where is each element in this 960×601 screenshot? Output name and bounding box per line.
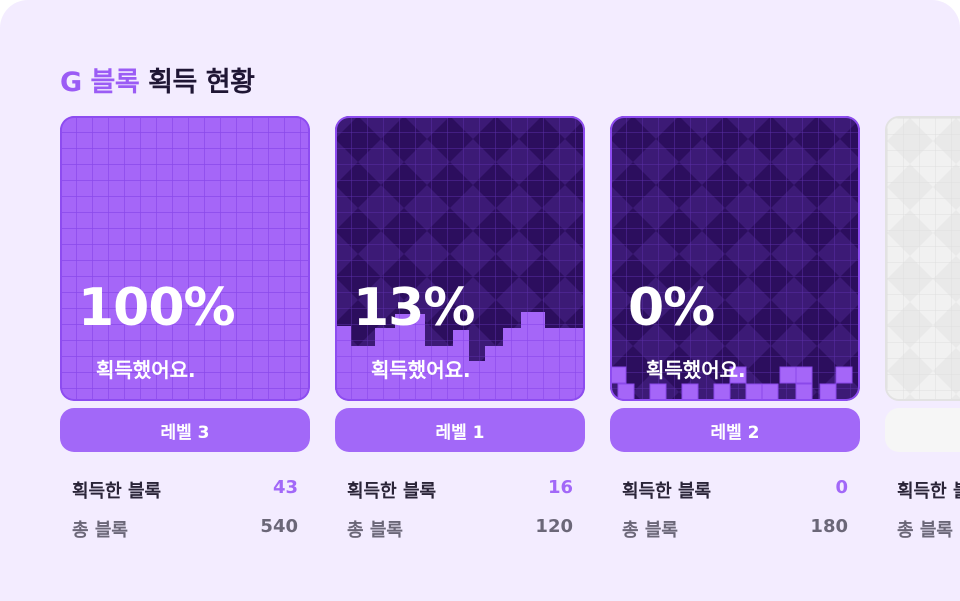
acquired-value: 43: [272, 477, 298, 498]
block-grid: [60, 116, 310, 401]
progress-percent: 100%: [78, 278, 236, 338]
status-text: 획득했어요.: [371, 358, 471, 382]
total-value: 180: [810, 516, 848, 537]
acquired-row: 획득한 블록 16: [347, 477, 573, 502]
progress-percent: 0%: [628, 278, 715, 338]
acquired-label: 획득한 블록: [72, 481, 162, 502]
status-text: 획득했어요.: [646, 358, 746, 382]
level-button[interactable]: 레벨 2: [610, 408, 860, 452]
progress-percent: 13%: [353, 278, 475, 338]
acquired-label: 획득한 블록: [347, 481, 437, 502]
block-tile: 0% 획득했어요.: [610, 116, 860, 401]
page-title: G 블록 획득 현황: [60, 60, 255, 99]
total-row: 총 블록 180: [622, 516, 848, 541]
title-rest: 획득 현황: [148, 67, 255, 98]
block-grid: [610, 116, 860, 401]
title-accent: G 블록: [60, 67, 140, 98]
block-tile: 100% 획득했어요.: [60, 116, 310, 401]
level-button[interactable]: [885, 408, 960, 452]
block-grid: [887, 118, 960, 399]
acquired-value: 16: [547, 477, 573, 498]
total-label: 총 블록: [72, 520, 128, 541]
acquired-row: 획득한 블록 0: [622, 477, 848, 502]
status-text: 획득했어요.: [96, 358, 196, 382]
level-button[interactable]: 레벨 3: [60, 408, 310, 452]
total-row: 총 블록 120: [347, 516, 573, 541]
total-label: 총 블록: [622, 520, 678, 541]
total-label: 총 블록: [897, 520, 953, 541]
acquired-row: 획득한 블록: [897, 477, 960, 502]
level-button[interactable]: 레벨 1: [335, 408, 585, 452]
block-card-locked: 획득한 블록 총 블록: [885, 116, 960, 541]
block-tile: 13% 획득했어요.: [335, 116, 585, 401]
block-card-level-3: 100% 획득했어요. 레벨 3 획득한 블록 43 총 블록 540: [60, 116, 310, 541]
total-label: 총 블록: [347, 520, 403, 541]
block-grid: [335, 116, 585, 401]
total-value: 120: [535, 516, 573, 537]
total-value: 540: [260, 516, 298, 537]
block-tile: [885, 116, 960, 401]
acquired-label: 획득한 블록: [622, 481, 712, 502]
block-card-level-1: 13% 획득했어요. 레벨 1 획득한 블록 16 총 블록 120: [335, 116, 585, 541]
acquired-value: 0: [835, 477, 848, 498]
total-row: 총 블록: [897, 516, 960, 541]
acquired-row: 획득한 블록 43: [72, 477, 298, 502]
block-card-level-2: 0% 획득했어요. 레벨 2 획득한 블록 0 총 블록 180: [610, 116, 860, 541]
acquired-label: 획득한 블록: [897, 481, 960, 502]
total-row: 총 블록 540: [72, 516, 298, 541]
